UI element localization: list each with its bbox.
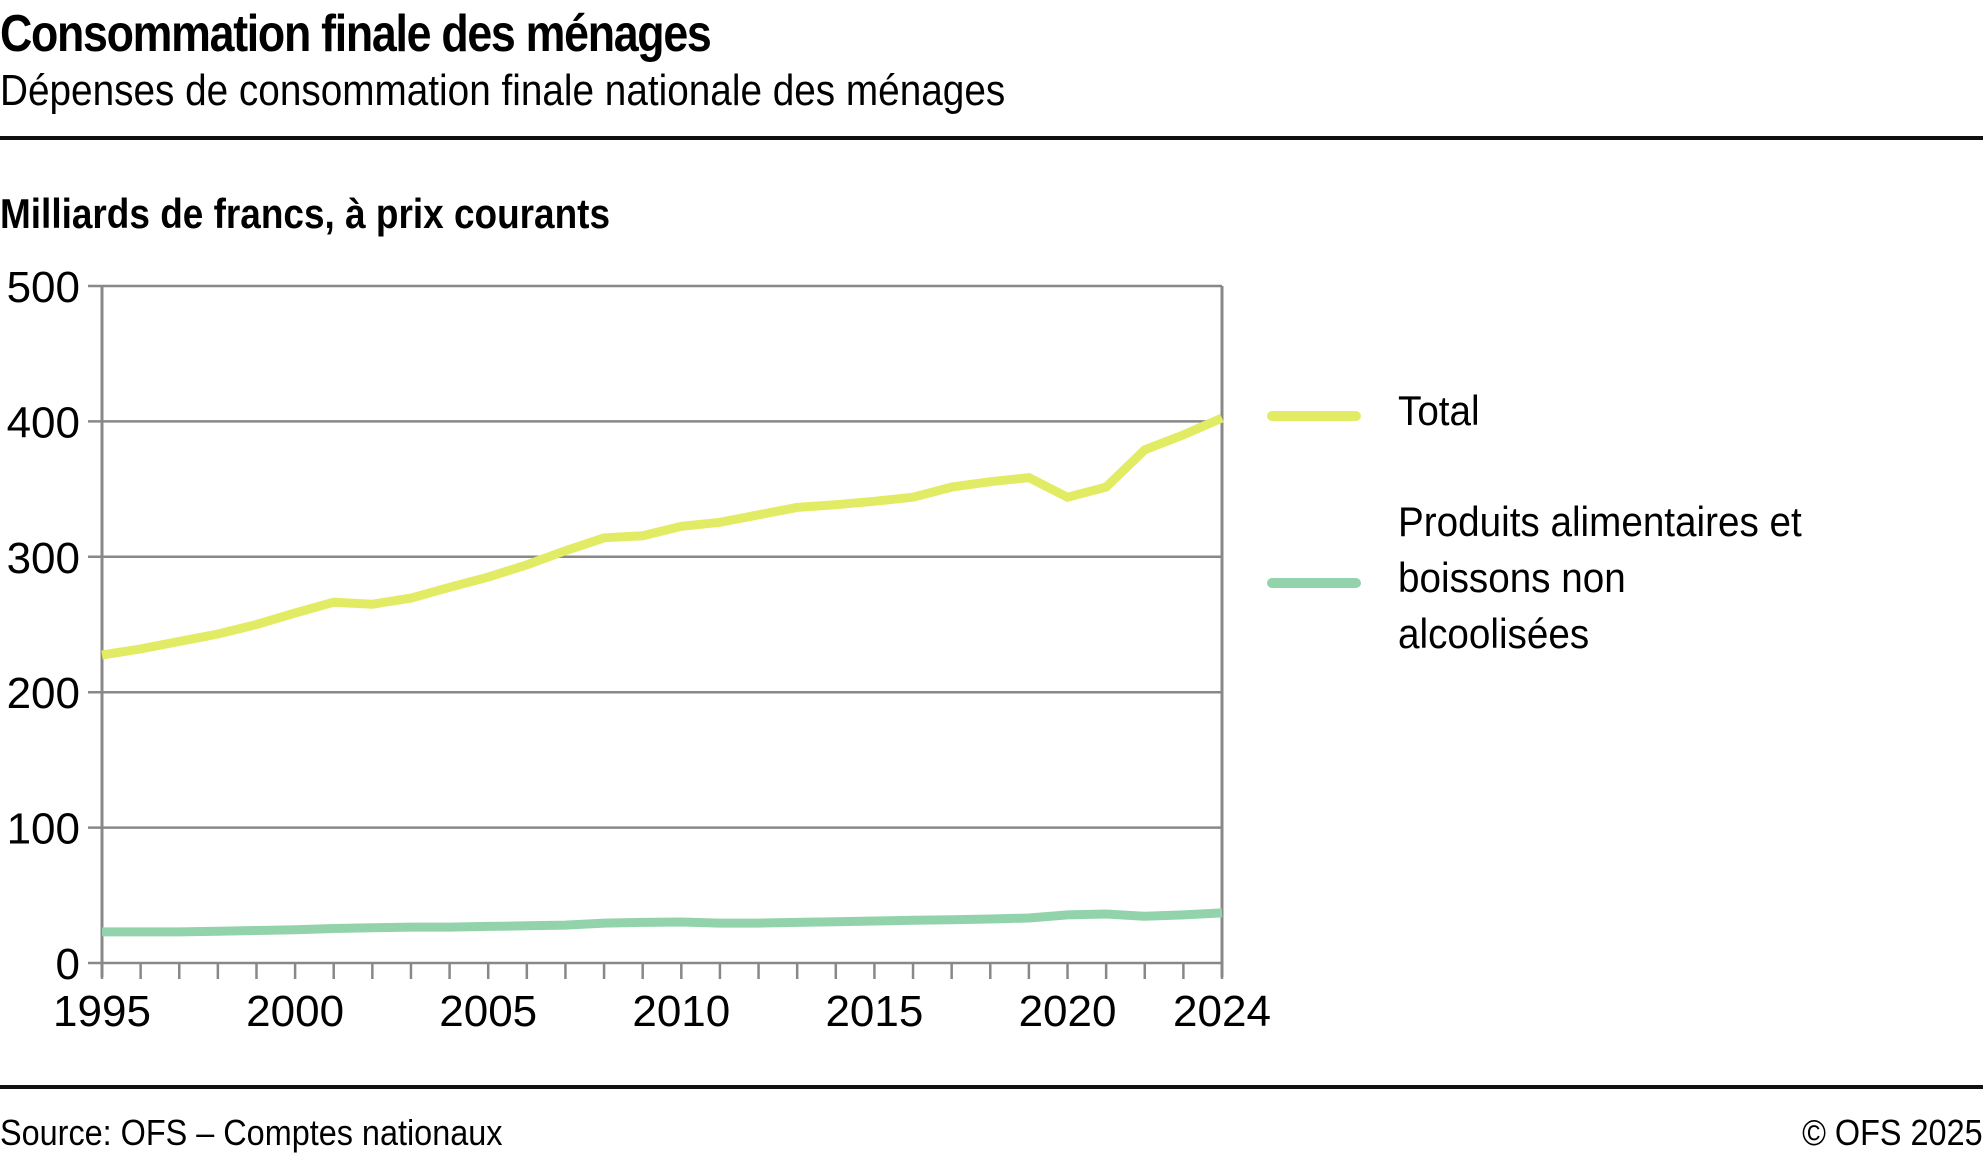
gridlines — [88, 284, 1222, 965]
series-line-food — [102, 908, 1223, 937]
y-tick-label: 400 — [7, 398, 80, 447]
y-tick-label: 300 — [7, 534, 80, 583]
chart-title: Consommation finale des ménages — [0, 5, 712, 63]
axes — [100, 286, 1224, 979]
y-tick-label: 200 — [7, 669, 80, 718]
y-tick-label: 0 — [56, 940, 80, 989]
legend-swatch-total — [1267, 411, 1361, 421]
legend-label-food: Produits alimentaires et boissons non al… — [1398, 494, 1913, 662]
x-tick-label: 2015 — [825, 987, 923, 1036]
legend-item-food: Produits alimentaires et boissons non al… — [1267, 498, 1802, 657]
x-tick-label: 1995 — [53, 987, 151, 1036]
series-lines — [101, 413, 1224, 937]
legend-label-line: alcoolisées — [1398, 610, 1590, 657]
y-axis-unit-label: Milliards de francs, à prix courants — [0, 190, 611, 237]
x-tick-label: 2024 — [1173, 987, 1271, 1036]
legend-item-total: Total — [1267, 387, 1480, 434]
series-line-total — [101, 413, 1224, 660]
tick-labels: 0 100 200 300 400 500 1995 2000 2005 2010 2015 2020… — [7, 263, 1271, 1036]
legend-label-line: Produits alimentaires et — [1398, 498, 1802, 545]
x-tick-label: 2020 — [1019, 987, 1117, 1036]
chart-subtitle: Dépenses de consommation finale national… — [0, 66, 1006, 115]
x-tick-label: 2000 — [246, 987, 344, 1036]
x-tick-label: 2010 — [632, 987, 730, 1036]
copyright-note: © OFS 2025 — [1802, 1112, 1983, 1153]
legend-swatch-food — [1267, 578, 1361, 588]
y-tick-label: 500 — [7, 263, 80, 312]
y-tick-label: 100 — [7, 805, 80, 854]
footer-divider — [0, 1085, 1983, 1089]
legend-label-total: Total — [1398, 387, 1480, 434]
header-divider — [0, 136, 1983, 140]
source-note: Source: OFS – Comptes nationaux — [0, 1112, 503, 1153]
x-tick-label: 2005 — [439, 987, 537, 1036]
legend-label-line: boissons non — [1398, 554, 1626, 601]
